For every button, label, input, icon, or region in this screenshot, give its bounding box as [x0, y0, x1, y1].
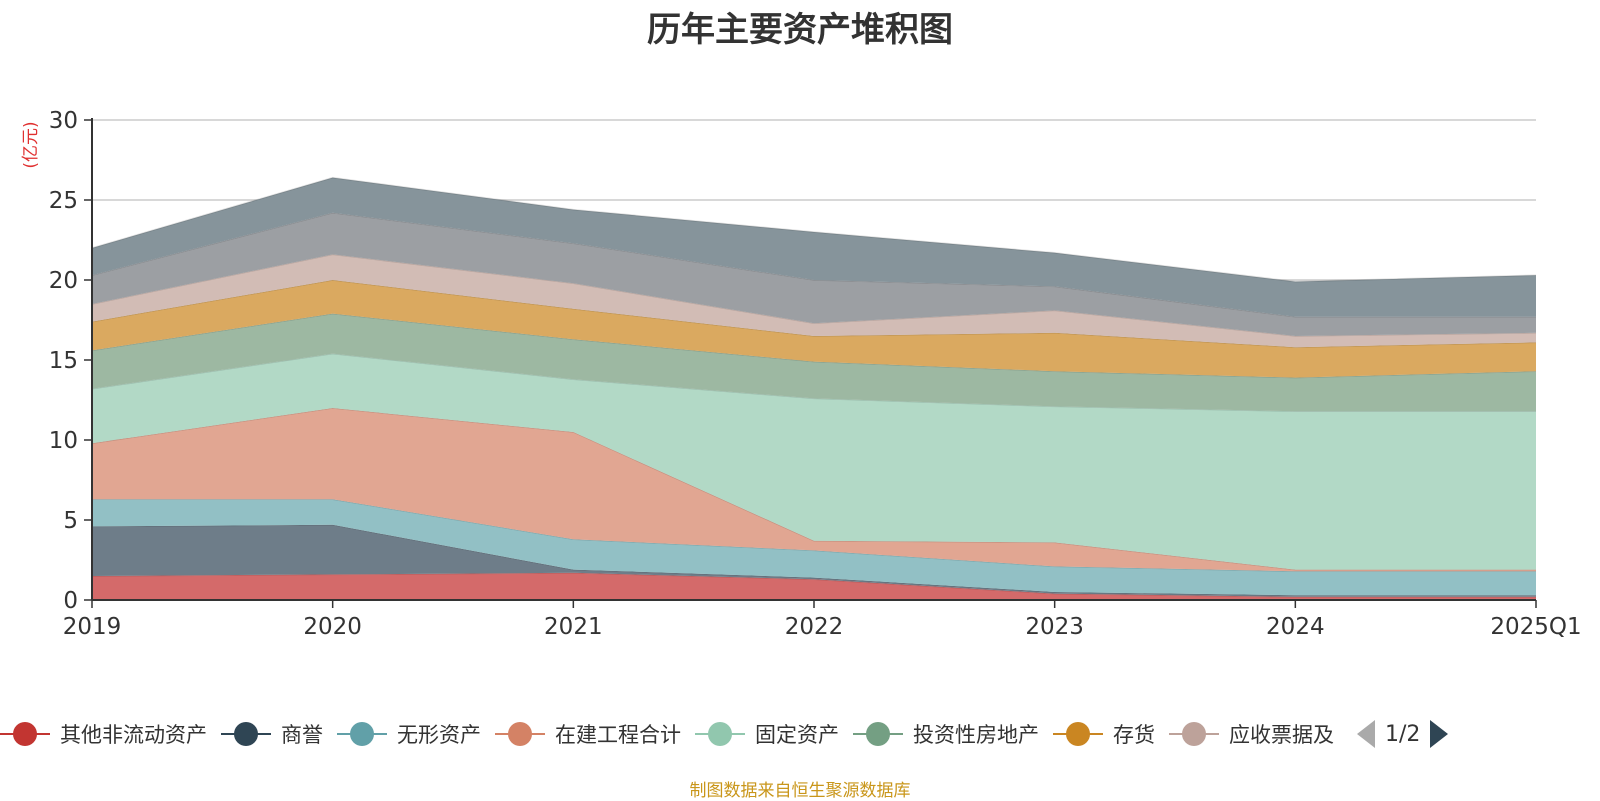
legend-label: 存货: [1113, 723, 1155, 747]
legend-circle-icon: [495, 720, 545, 748]
legend-label: 应收票据及: [1229, 723, 1334, 747]
legend-item-4[interactable]: 在建工程合计: [495, 719, 681, 749]
legend-circle-icon: [337, 720, 387, 748]
pager-next-icon[interactable]: [1430, 720, 1449, 748]
legend-label: 无形资产: [397, 723, 481, 747]
y-tick-label: 20: [49, 268, 78, 294]
y-tick-label: 10: [49, 428, 78, 454]
legend-item-3[interactable]: 无形资产: [337, 719, 481, 749]
y-tick-label: 30: [49, 108, 78, 134]
area-4[interactable]: [92, 408, 1536, 572]
source-note: 制图数据来自恒生聚源数据库: [689, 781, 911, 801]
legend-item-6[interactable]: 投资性房地产: [853, 719, 1039, 749]
legend-item-2[interactable]: 商誉: [221, 719, 323, 749]
legend-circle-icon: [221, 720, 271, 748]
legend-receivables-icon: [1169, 720, 1219, 748]
x-tick-label: 2022: [785, 614, 844, 640]
area-10[interactable]: [92, 177, 1536, 317]
y-tick-label: 0: [63, 588, 78, 614]
area-8[interactable]: [92, 254, 1536, 348]
legend-label: 其他非流动资产: [60, 723, 207, 747]
legend-item-7[interactable]: 存货: [1053, 719, 1155, 749]
legend-item-1[interactable]: 其他非流动资产: [0, 719, 207, 749]
legend-circle-icon: [0, 720, 50, 748]
y-tick-label: 5: [63, 508, 78, 534]
area-7[interactable]: [92, 280, 1536, 378]
legend-label: 投资性房地产: [913, 723, 1039, 747]
y-tick-label: 25: [49, 188, 78, 214]
legend-pager: 1/2: [1357, 720, 1449, 748]
x-tick-label: 2020: [303, 614, 362, 640]
legend-item-5[interactable]: 固定资产: [695, 719, 839, 749]
legend-item-receivables[interactable]: 应收票据及: [1169, 719, 1339, 749]
area-line-10: [91, 176, 1537, 283]
chart-title: 历年主要资产堆积图: [647, 10, 953, 50]
area-9[interactable]: [92, 212, 1536, 336]
x-tick-label: 2019: [63, 614, 122, 640]
pager-prev-icon[interactable]: [1357, 720, 1375, 748]
legend-circle-icon: [1053, 720, 1103, 748]
y-axis-unit-label: (亿元): [21, 121, 41, 168]
axes: 0 5 10 15 20 25 30 2019 2020 2021 2022 2023 2024 2025…: [49, 108, 1582, 640]
area-series: [91, 176, 1537, 600]
x-tick-label: 2024: [1266, 614, 1325, 640]
x-tick-label: 2021: [544, 614, 603, 640]
x-tick-label: 2023: [1025, 614, 1084, 640]
area-2[interactable]: [92, 524, 1536, 597]
area-1[interactable]: [92, 572, 1536, 600]
pager-page-text: 1/2: [1385, 721, 1421, 747]
area-6[interactable]: [92, 313, 1536, 412]
stacked-area-chart: 0 5 10 15 20 25 30 2019 2020 2021 2022 2023 2024 2025…: [21, 108, 1582, 640]
legend-label: 固定资产: [755, 723, 839, 747]
y-tick-label: 15: [49, 348, 78, 374]
legend: 其他非流动资产 商誉 无形资产 在建工程合计 固定资产 投资性房地产 存货 应收票据及 1/…: [0, 714, 1600, 754]
area-5[interactable]: [92, 353, 1536, 570]
legend-circle-icon: [853, 720, 903, 748]
legend-circle-icon: [695, 720, 745, 748]
area-3[interactable]: [92, 499, 1536, 596]
legend-label: 商誉: [281, 723, 323, 747]
legend-label: 在建工程合计: [555, 723, 681, 747]
x-tick-label: 2025Q1: [1490, 614, 1581, 640]
